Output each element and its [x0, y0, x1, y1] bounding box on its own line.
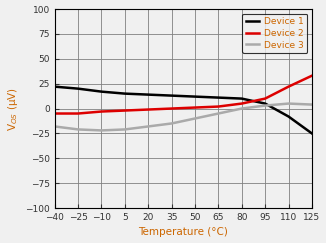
Device 1	[240, 97, 244, 100]
Line: Device 3: Device 3	[55, 104, 312, 130]
Device 1	[146, 93, 150, 96]
Device 2	[123, 109, 127, 112]
Device 1	[123, 92, 127, 95]
Device 2	[263, 97, 267, 100]
Device 2	[287, 85, 290, 88]
Device 3	[170, 122, 173, 125]
Device 3	[193, 117, 197, 120]
Device 2	[76, 112, 80, 115]
Device 2	[99, 110, 103, 113]
Device 2	[216, 105, 220, 108]
Device 1	[263, 102, 267, 105]
Device 3	[310, 103, 314, 106]
Device 3	[216, 112, 220, 115]
Device 3	[53, 125, 57, 128]
Device 1	[193, 95, 197, 98]
Device 3	[263, 104, 267, 107]
Legend: Device 1, Device 2, Device 3: Device 1, Device 2, Device 3	[242, 14, 307, 53]
Device 3	[99, 129, 103, 132]
Device 1	[310, 132, 314, 135]
Device 1	[216, 96, 220, 99]
Device 3	[76, 128, 80, 131]
Device 1	[76, 87, 80, 90]
Device 3	[287, 102, 290, 105]
Device 2	[53, 112, 57, 115]
Device 1	[99, 90, 103, 93]
Device 2	[193, 106, 197, 109]
Device 3	[123, 128, 127, 131]
Device 1	[287, 115, 290, 118]
X-axis label: Temperature (°C): Temperature (°C)	[138, 227, 228, 237]
Device 3	[240, 107, 244, 110]
Device 2	[146, 108, 150, 111]
Device 1	[53, 85, 57, 88]
Y-axis label: V$_{OS}$ (μV): V$_{OS}$ (μV)	[6, 87, 20, 130]
Device 1	[170, 94, 173, 97]
Device 2	[170, 107, 173, 110]
Line: Device 2: Device 2	[55, 76, 312, 113]
Device 2	[240, 102, 244, 105]
Device 2	[310, 74, 314, 77]
Line: Device 1: Device 1	[55, 87, 312, 133]
Device 3	[146, 125, 150, 128]
